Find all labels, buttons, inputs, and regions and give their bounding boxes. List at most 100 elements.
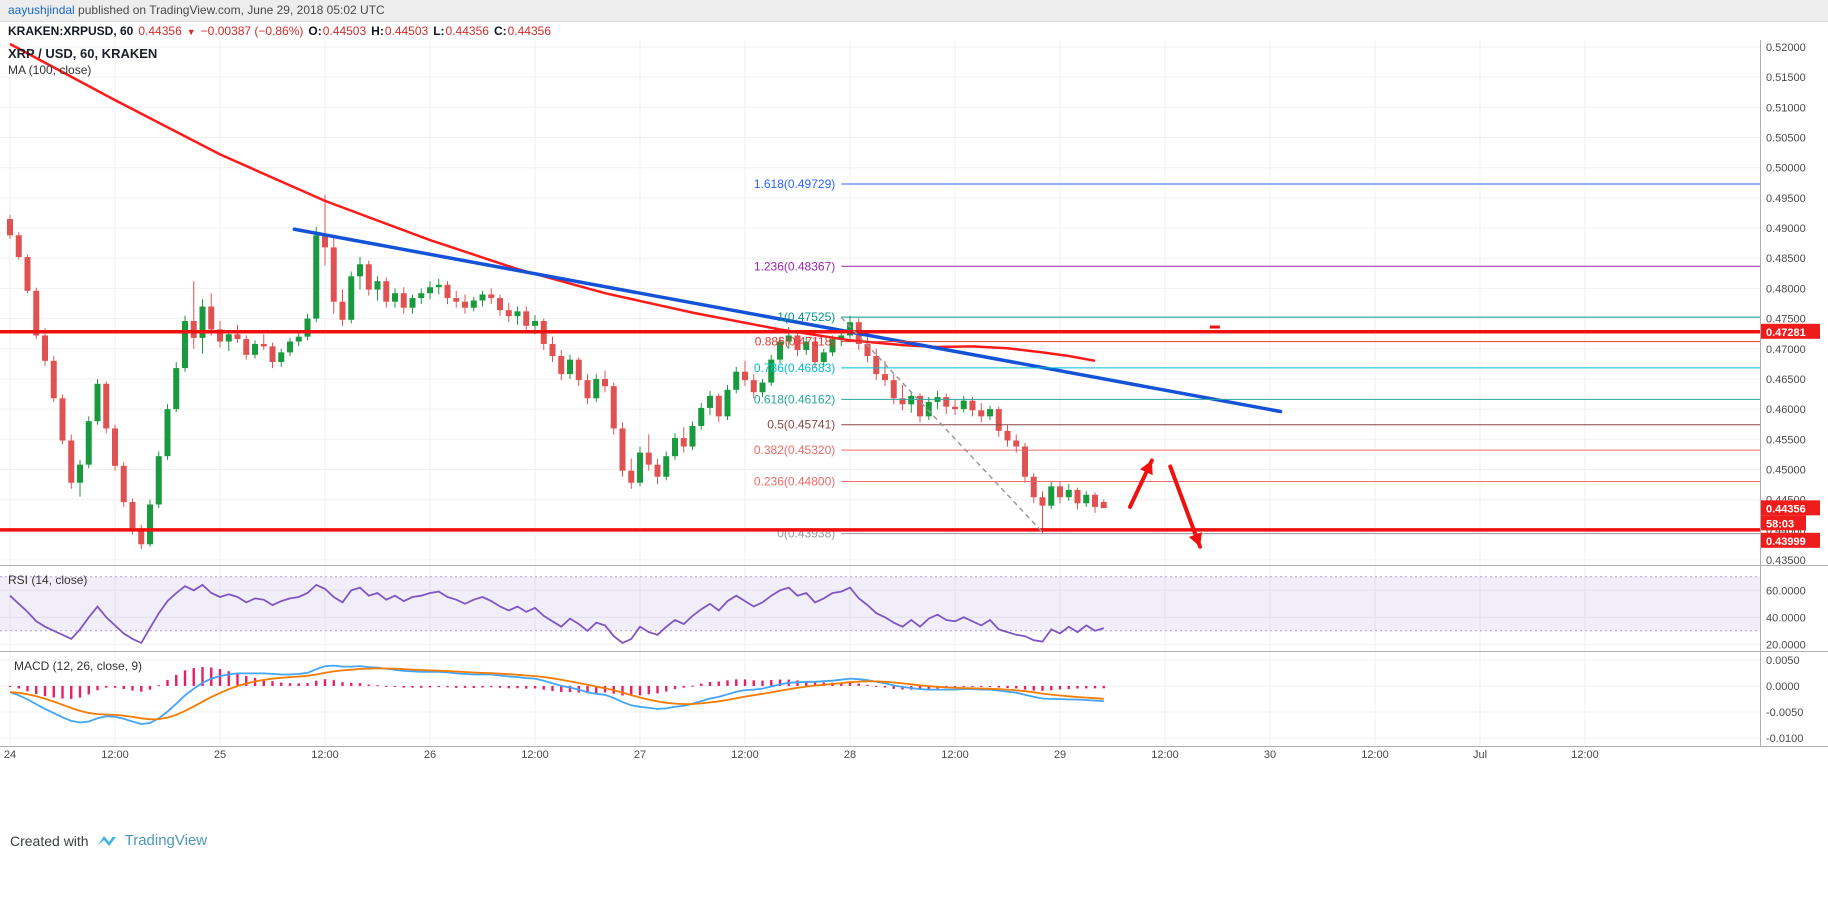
macd-histogram-bar — [385, 685, 388, 687]
candle-body — [400, 293, 407, 308]
candle-body — [15, 235, 22, 258]
macd-histogram-bar — [17, 685, 20, 689]
axis-label: 12:00 — [1151, 749, 1179, 761]
candle-body — [724, 389, 731, 417]
chart-canvas[interactable]: 1.618(0.49729) 1.236(0.48367) 1(0.47525) 0.… — [0, 40, 1828, 762]
candle-body — [645, 452, 652, 465]
macd-histogram-bar — [656, 685, 659, 694]
rsi-line — [9, 583, 1105, 645]
candle-body — [479, 294, 486, 301]
axis-label: 24 — [4, 749, 16, 761]
macd-histogram-bar — [455, 685, 458, 688]
candle-body — [987, 409, 993, 417]
ohlc-value: 0.44356 — [507, 24, 551, 38]
candle-body — [392, 293, 398, 302]
candle-body — [1092, 494, 1098, 507]
macd-histogram-bar — [113, 685, 117, 688]
candle-body — [969, 400, 976, 411]
macd-pane-title[interactable]: MACD (12, 26, close, 9) — [14, 659, 143, 673]
candle-body — [698, 407, 705, 427]
macd-histogram-bar — [288, 683, 292, 686]
axis-label: 26 — [424, 749, 436, 761]
price-badge-bg — [1761, 532, 1820, 548]
macd-histogram-bar — [446, 685, 449, 688]
axis-label: 1.236(0.48367) — [754, 259, 835, 273]
macd-histogram-bar — [201, 667, 204, 686]
macd-histogram-bar — [131, 685, 134, 691]
candle-body — [777, 341, 783, 360]
macd-histogram-bar — [8, 685, 12, 687]
axis-label: 1.618(0.49729) — [754, 177, 835, 191]
axis-label: 12:00 — [521, 749, 549, 761]
macd-histogram-bar — [918, 685, 922, 690]
candle-body — [435, 284, 442, 288]
candle-body — [313, 235, 320, 319]
candle-body — [278, 352, 285, 363]
candle-body — [339, 301, 346, 320]
main-pane-title: XRP / USD, 60, KRAKEN — [8, 46, 158, 61]
time-axis[interactable]: 24 12:00 25 12:00 26 12:00 27 12:00 28 12:00 29 12:… — [4, 749, 1599, 761]
axis-label: 12:00 — [731, 749, 759, 761]
macd-histogram-bar — [323, 679, 327, 686]
axis-label: 30 — [1264, 749, 1276, 761]
macd-histogram-bar — [367, 684, 370, 686]
author-link[interactable]: aayushjindal — [8, 3, 75, 17]
candle-body — [138, 529, 145, 545]
macd-histogram-bar — [280, 682, 283, 686]
price-axis[interactable]: 0.52000 0.51500 0.51000 0.50500 0.50000 0.495… — [1761, 42, 1820, 745]
last-price: 0.44356 — [138, 24, 182, 38]
macd-histogram-bar — [297, 683, 300, 686]
candle-body — [444, 284, 451, 299]
tradingview-logo-icon[interactable] — [96, 833, 118, 849]
macd-histogram-bar — [236, 673, 239, 686]
candle-body — [24, 257, 31, 291]
candle-body — [908, 395, 915, 405]
tradingview-brand-text[interactable]: TradingView — [124, 832, 208, 849]
candle-body — [85, 421, 92, 465]
candle-body — [680, 438, 687, 447]
macd-histogram-bar — [761, 680, 764, 686]
macd-histogram-bar — [1032, 685, 1035, 691]
macd-histogram-bar — [218, 669, 222, 686]
axis-label: 12:00 — [311, 749, 339, 761]
candle-body — [50, 360, 57, 399]
axis-label: 0.5(0.45741) — [767, 418, 835, 432]
candle-body — [759, 382, 766, 393]
macd-histogram-bar — [166, 679, 169, 686]
axis-label: 0.0050 — [1766, 655, 1800, 667]
macd-histogram-bar — [122, 685, 125, 690]
candle-body — [593, 378, 600, 399]
symbol-title[interactable]: KRAKEN:XRPUSD, 60 — [8, 24, 134, 38]
macd-histogram-bar — [1006, 685, 1009, 688]
candle-body — [873, 356, 880, 375]
axis-label: 25 — [214, 749, 226, 761]
candle-body — [217, 329, 223, 342]
candle-body — [952, 406, 958, 410]
candle-body — [322, 235, 328, 248]
candle-body — [794, 335, 801, 350]
attribution-bar: aayushjindal published on TradingView.co… — [0, 0, 1828, 22]
macd-histogram-bar — [183, 670, 187, 686]
drawn-arrow — [1128, 458, 1154, 509]
axis-label: -0.0100 — [1766, 733, 1803, 745]
macd-histogram-bar — [770, 680, 773, 686]
candle-body — [383, 281, 390, 302]
macd-histogram-bar — [350, 682, 353, 686]
axis-label: 29 — [1054, 749, 1066, 761]
macd-histogram-bar — [210, 667, 213, 686]
axis-label: 0.46500 — [1766, 374, 1806, 386]
macd-histogram-bar — [376, 685, 379, 687]
rsi-pane-title[interactable]: RSI (14, close) — [8, 573, 88, 587]
candle-body — [1048, 486, 1055, 506]
ma-indicator-label[interactable]: MA (100, close) — [8, 63, 92, 77]
candle-body — [768, 359, 775, 383]
candle-body — [1022, 446, 1028, 477]
arrow-head — [1140, 460, 1153, 476]
candle-body — [173, 368, 180, 410]
arrow-head — [1188, 532, 1203, 547]
macd-histogram-bar — [665, 685, 668, 692]
axis-label: 0.618(0.46162) — [754, 392, 835, 406]
chart-area[interactable]: 1.618(0.49729) 1.236(0.48367) 1(0.47525) 0.… — [0, 40, 1828, 762]
macd-histogram-bar — [953, 685, 957, 688]
axis-label: 0.49500 — [1766, 193, 1806, 205]
